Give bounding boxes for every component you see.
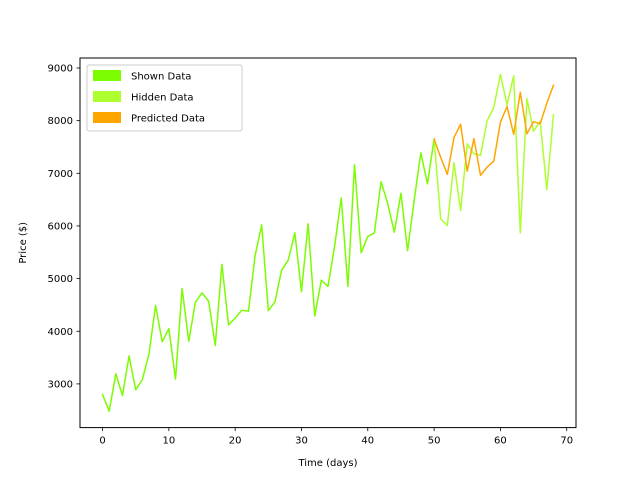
x-tick-label: 20 (229, 436, 242, 447)
x-tick-label: 50 (428, 436, 441, 447)
y-tick-label: 9000 (48, 64, 73, 75)
legend-swatch-predicted-data (93, 112, 121, 123)
y-tick-label: 6000 (48, 221, 73, 232)
legend-label-predicted-data: Predicted Data (131, 114, 205, 125)
legend-box (86, 64, 243, 132)
legend-swatch-shown-data (93, 70, 121, 81)
legend: Shown Data Hidden Data Predicted Data (86, 64, 243, 132)
legend-items: Shown Data Hidden Data Predicted Data (93, 70, 205, 125)
series-line-shown-data (101, 138, 435, 413)
y-tick-label: 3000 (48, 379, 73, 390)
legend-swatch-hidden-data (93, 91, 121, 102)
x-tick-label: 30 (295, 436, 308, 447)
x-tick-label: 70 (560, 436, 573, 447)
series-layer (101, 73, 555, 413)
y-tick-label: 7000 (48, 169, 73, 180)
y-tick-label: 5000 (48, 274, 73, 285)
y-tick-label: 4000 (48, 327, 73, 338)
ticks-layer: 0 10 20 30 40 50 60 70 3000 4000 5000 6000 7000 8000 9… (48, 64, 574, 447)
x-axis-label: Time (days) (297, 458, 357, 469)
y-axis-label: Price ($) (18, 222, 29, 264)
legend-label-shown-data: Shown Data (131, 72, 191, 83)
x-tick-label: 60 (494, 436, 507, 447)
x-tick-label: 0 (99, 436, 105, 447)
plot-frame (79, 57, 577, 429)
legend-label-hidden-data: Hidden Data (131, 93, 194, 104)
series-line-predicted-data (433, 84, 555, 177)
series-line-hidden-data (433, 73, 555, 234)
x-tick-label: 40 (361, 436, 374, 447)
y-tick-label: 8000 (48, 116, 73, 127)
x-tick-label: 10 (162, 436, 175, 447)
